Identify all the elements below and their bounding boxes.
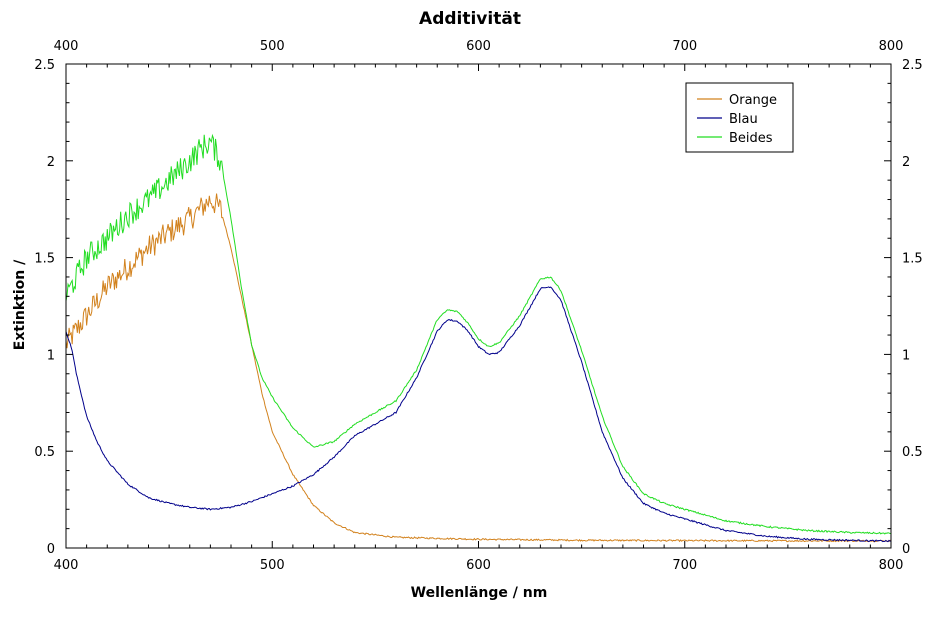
x-tick-label-bottom: 800 <box>879 558 904 573</box>
x-tick-label-bottom: 600 <box>466 558 491 573</box>
x-axis-title: Wellenlänge / nm <box>411 585 548 601</box>
legend-label-orange: Orange <box>729 93 777 108</box>
y-tick-label-right: 0.5 <box>902 445 923 460</box>
x-tick-label-bottom: 400 <box>54 558 79 573</box>
y-tick-label-left: 2.5 <box>34 58 55 73</box>
y-tick-label-left: 0.5 <box>34 445 55 460</box>
y-tick-label-right: 1.5 <box>902 252 923 267</box>
legend-label-beides: Beides <box>729 131 773 146</box>
series-line-blau <box>65 286 892 543</box>
legend: Orange Blau Beides <box>685 82 794 153</box>
x-tick-label-top: 500 <box>260 39 285 54</box>
y-tick-label-right: 1 <box>902 348 910 363</box>
series-line-orange <box>65 193 892 543</box>
chart-title: Additivität <box>419 9 521 29</box>
x-tick-label-bottom: 500 <box>260 558 285 573</box>
y-tick-label-right: 2.5 <box>902 58 923 73</box>
y-tick-label-right: 0 <box>902 542 910 557</box>
y-tick-label-left: 2 <box>47 155 55 170</box>
series-layer <box>65 133 892 543</box>
x-tick-label-top: 600 <box>466 39 491 54</box>
y-tick-label-left: 1.5 <box>34 252 55 267</box>
y-tick-label-right: 2 <box>902 155 910 170</box>
x-tick-label-top: 700 <box>672 39 697 54</box>
y-tick-label-left: 0 <box>47 542 55 557</box>
y-tick-label-left: 1 <box>47 348 55 363</box>
x-tick-label-bottom: 700 <box>672 558 697 573</box>
x-tick-label-top: 800 <box>879 39 904 54</box>
legend-label-blau: Blau <box>729 112 758 127</box>
y-axis-title: Extinktion / <box>12 259 28 350</box>
series-line-beides <box>65 133 892 535</box>
x-tick-label-top: 400 <box>54 39 79 54</box>
